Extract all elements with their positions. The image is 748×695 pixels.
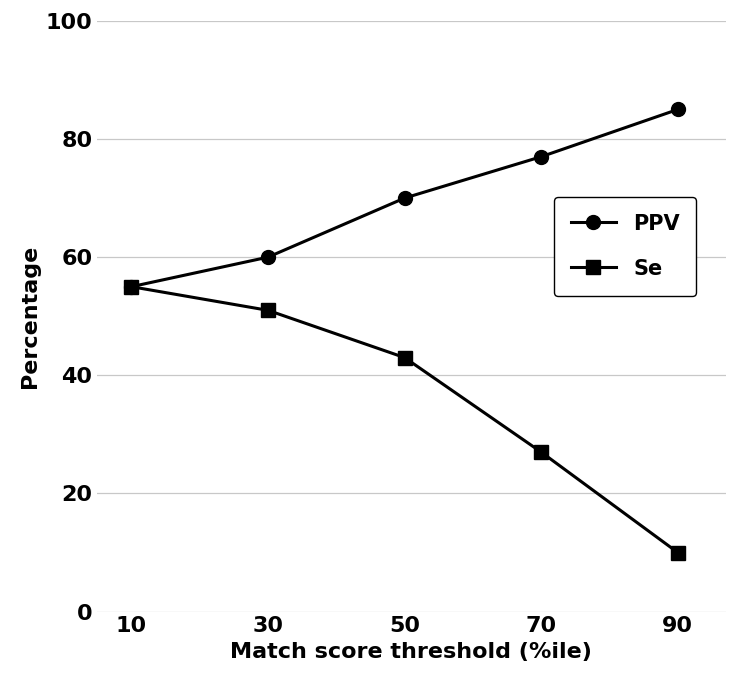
PPV [263, 253, 272, 261]
Se [127, 283, 136, 291]
PPV [127, 283, 136, 291]
Line: Se: Se [124, 280, 684, 559]
PPV [400, 194, 409, 202]
Se [400, 354, 409, 362]
PPV [536, 152, 545, 161]
Se [536, 448, 545, 457]
PPV [673, 105, 682, 113]
Se [673, 548, 682, 557]
Y-axis label: Percentage: Percentage [20, 245, 40, 388]
X-axis label: Match score threshold (%ile): Match score threshold (%ile) [230, 642, 592, 662]
Se [263, 306, 272, 314]
Line: PPV: PPV [124, 103, 684, 293]
Legend: PPV, Se: PPV, Se [554, 197, 696, 296]
